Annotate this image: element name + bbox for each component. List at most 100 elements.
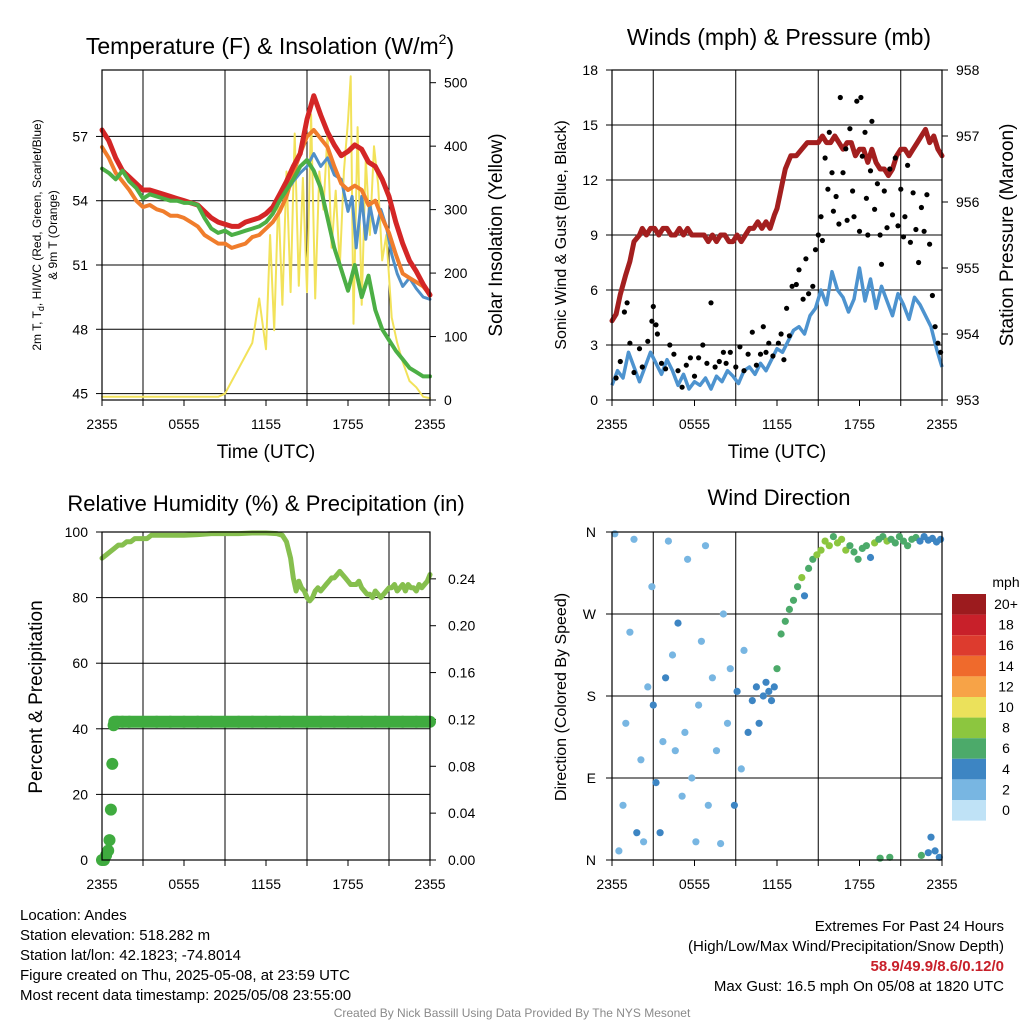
gust-point [889,212,896,218]
wind-x-tick-label: 1155 [762,416,792,432]
rh-ylabel: Percent & Precipitation [26,600,47,793]
station-elevation: Station elevation: 518.282 m [20,927,211,944]
wind-xlabel: Time (UTC) [728,442,827,463]
direction-point [917,851,926,860]
gust-point [627,340,633,346]
direction-point [733,687,741,696]
dir-x-tick-label: 1155 [762,876,792,892]
temp-y-tick-label: 48 [72,321,88,337]
gust-point [916,259,922,266]
direction-point [748,697,756,705]
precip-point [102,844,115,857]
temp-title-sup: 2 [439,31,447,47]
direction-point [652,779,660,787]
wind-y2-tick-label: 954 [956,326,980,342]
direction-point [659,738,667,746]
direction-point [719,610,728,618]
legend-label: 18 [998,617,1014,633]
legend-swatch [952,635,986,656]
temp-x-tick-label: 2355 [414,416,445,432]
rh-title: Relative Humidity (%) & Precipitation (i… [67,491,464,516]
wind-y-tick-label: 0 [590,392,598,408]
wind-y2label: Station Pressure (Maroon) [997,124,1018,347]
temp-x-tick-label: 0555 [168,416,199,432]
direction-point [798,574,806,582]
gust-point [766,340,772,346]
wind-y-tick-label: 6 [590,282,598,298]
temp-xlabel: Time (UTC) [217,442,316,463]
wind-y-tick-label: 9 [590,227,598,243]
temp-y-tick-label: 57 [72,128,88,144]
max-gust: Max Gust: 16.5 mph On 05/08 at 1820 UTC [713,978,1004,995]
direction-point [759,692,767,700]
temp-plot-border [101,69,431,401]
direction-point [712,747,721,755]
gust-point [884,225,890,231]
direction-point [692,838,700,846]
direction-point [752,683,761,691]
legend-swatch [952,614,986,636]
wind-y-tick-label: 15 [582,117,598,133]
wind-y2-tick-label: 955 [956,260,980,276]
wind-x-tick-label: 2355 [926,416,957,432]
gust-point [895,223,901,229]
gust-point [877,232,883,238]
gust-point [918,204,925,211]
rh-y2-tick-label: 0.16 [448,665,475,681]
gust-point [654,331,661,337]
gust-point [819,237,826,244]
gust-point [691,373,698,379]
direction-point [800,592,809,600]
direction-point [662,674,670,682]
legend-swatch [952,594,986,615]
direction-point [935,853,943,861]
rh-x-tick-label: 1755 [332,876,363,892]
direction-point [681,728,689,737]
dir-ylabel: Direction (Colored By Speed) [553,593,570,801]
wind-speed-line [610,266,944,391]
wind-title: Winds (mph) & Pressure (mb) [627,24,931,50]
extremes-title: Extremes For Past 24 Hours [814,918,1004,935]
direction-point [684,555,692,563]
legend-label: 10 [998,699,1014,715]
gust-point [837,94,843,101]
rh-y2-tick-label: 0.24 [448,571,475,587]
direction-point [656,829,664,837]
gust-point [700,342,706,348]
temp-title-close: ) [446,33,454,59]
gust-point [907,239,914,245]
dir-y-tick-label: N [586,852,596,868]
gust-point [830,208,837,214]
direction-point [697,637,706,645]
gust-point [898,186,904,192]
rh-y2-tick-label: 0.12 [448,711,475,727]
rh-y2-tick-label: 0.20 [448,618,475,634]
rh-x-tick-label: 2355 [414,876,445,892]
wind-y2-tick-label: 958 [956,62,980,78]
temp-series-line-0 [101,75,431,400]
gust-point [910,190,916,196]
temp-y-tick-label: 45 [72,386,88,402]
temp-y-tick-label: 54 [72,193,88,209]
credit-line: Created By Nick Bassill Using Data Provi… [333,1006,691,1020]
wind-y2-tick-label: 956 [956,194,980,210]
direction-point [829,533,838,541]
precip-point [106,757,119,770]
direction-point [737,765,745,773]
wind-y-tick-label: 12 [582,172,598,188]
direction-point [770,683,778,691]
gust-point [822,155,828,161]
gust-point [927,241,933,247]
direction-point [904,542,912,550]
direction-point [785,605,794,614]
gust-point [881,188,887,194]
precip-point [104,803,117,816]
gust-point [778,331,784,337]
gust-point [862,129,868,135]
direction-point [862,542,871,550]
gust-point [781,357,787,363]
gust-point [865,232,871,238]
gust-point [675,368,681,374]
temp-y2-tick-label: 200 [444,265,468,281]
direction-point [886,853,894,861]
